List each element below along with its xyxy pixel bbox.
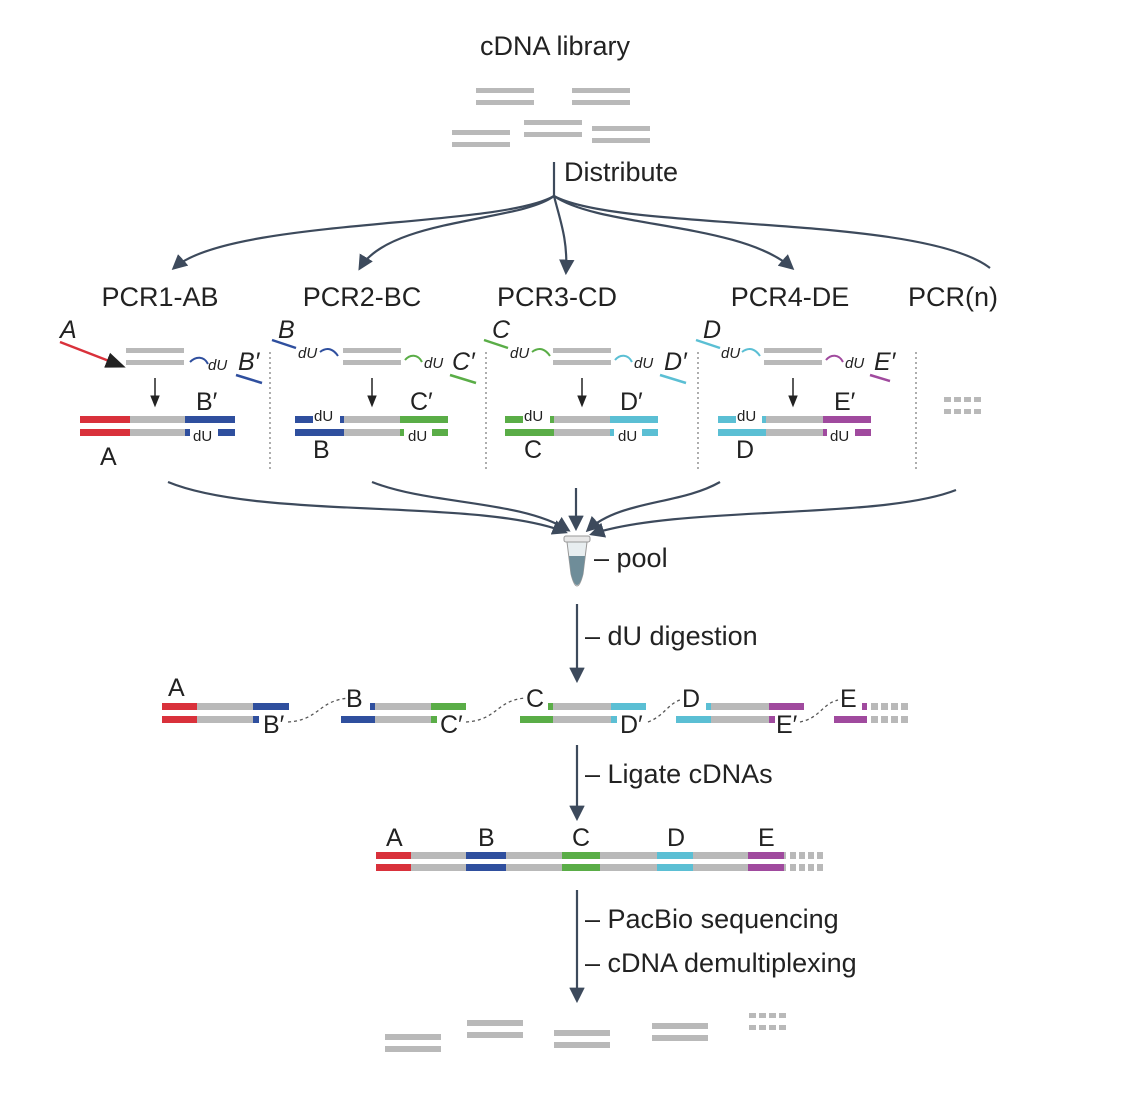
du-label: dU (208, 357, 227, 374)
digested-fragments: A B′ B C′ C D′ D E′ E (162, 674, 908, 739)
concat-e-label: E (758, 824, 775, 852)
concat-b-label: B (478, 824, 495, 852)
product-cp-label: C′ (410, 388, 433, 416)
frag-bp-label: B′ (263, 711, 285, 739)
pool-tube (563, 535, 591, 587)
product-b-label: B (313, 436, 330, 464)
du-label: dU (193, 428, 212, 445)
demultiplexed-cdnas (385, 1013, 786, 1052)
du-label: dU (634, 355, 653, 372)
du-label: dU (618, 428, 637, 445)
primer-cp-label: C′ (452, 348, 476, 376)
product-d-label: D (736, 436, 754, 464)
primer-ep-label: E′ (874, 348, 897, 376)
pcr-label-4: PCR4-DE (731, 282, 850, 312)
frag-a-label: A (168, 674, 185, 702)
library-title: cDNA library (480, 31, 631, 61)
pcr4-reaction: D dU dU E′ dU dU E′ D (695, 316, 897, 464)
du-label: dU (510, 345, 529, 362)
concat-d-label: D (667, 824, 685, 852)
distribute-arrows (171, 162, 991, 276)
primer-c-label: C (492, 316, 511, 344)
primer-d-label: D (703, 316, 721, 344)
du-label: dU (845, 355, 864, 372)
concat-a-label: A (386, 824, 403, 852)
ligated-concatemer: A B C D E (376, 824, 823, 871)
pcr-label-2: PCR2-BC (303, 282, 422, 312)
du-label: dU (424, 355, 443, 372)
frag-c-label: C (526, 685, 544, 713)
pcr-label-3: PCR3-CD (497, 282, 617, 312)
pcr-label-n: PCR(n) (908, 282, 998, 312)
product-bp-label: B′ (196, 388, 218, 416)
primer-b-label: B (278, 316, 295, 344)
du-label: dU (314, 408, 333, 425)
product-dp-label: D′ (620, 388, 643, 416)
digestion-label: – dU digestion (585, 621, 758, 651)
du-label: dU (721, 345, 740, 362)
frag-dp-label: D′ (620, 711, 643, 739)
primer-a-label: A (58, 316, 77, 344)
pcr-label-1: PCR1-AB (101, 282, 218, 312)
pcr2-reaction: B dU dU C′ dU dU C′ B (271, 316, 477, 464)
frag-b-label: B (346, 685, 363, 713)
ligate-label: – Ligate cDNAs (585, 759, 773, 789)
frag-cp-label: C′ (440, 711, 463, 739)
du-label: dU (408, 428, 427, 445)
demux-label: – cDNA demultiplexing (585, 948, 857, 978)
product-ep-label: E′ (834, 388, 856, 416)
frag-e-label: E (840, 685, 857, 713)
pool-arrows (167, 480, 957, 538)
distribute-label: Distribute (564, 157, 678, 187)
du-label: dU (524, 408, 543, 425)
primer-bp-label: B′ (238, 348, 261, 376)
pcr-n-placeholder (944, 397, 981, 414)
product-a-label: A (100, 443, 117, 471)
sequencing-label: – PacBio sequencing (585, 904, 839, 934)
product-c-label: C (524, 436, 542, 464)
frag-ep-label: E′ (776, 711, 798, 739)
primer-dp-label: D′ (664, 348, 688, 376)
du-label: dU (830, 428, 849, 445)
cdna-library-fragments (452, 88, 650, 147)
pool-label: – pool (594, 543, 668, 573)
du-label: dU (737, 408, 756, 425)
pcr1-reaction: A dU B′ dU B′ A (58, 316, 263, 471)
concat-c-label: C (572, 824, 590, 852)
du-label: dU (298, 345, 317, 362)
frag-d-label: D (682, 685, 700, 713)
pcr3-reaction: C dU dU D′ dU dU D′ C (483, 316, 688, 464)
